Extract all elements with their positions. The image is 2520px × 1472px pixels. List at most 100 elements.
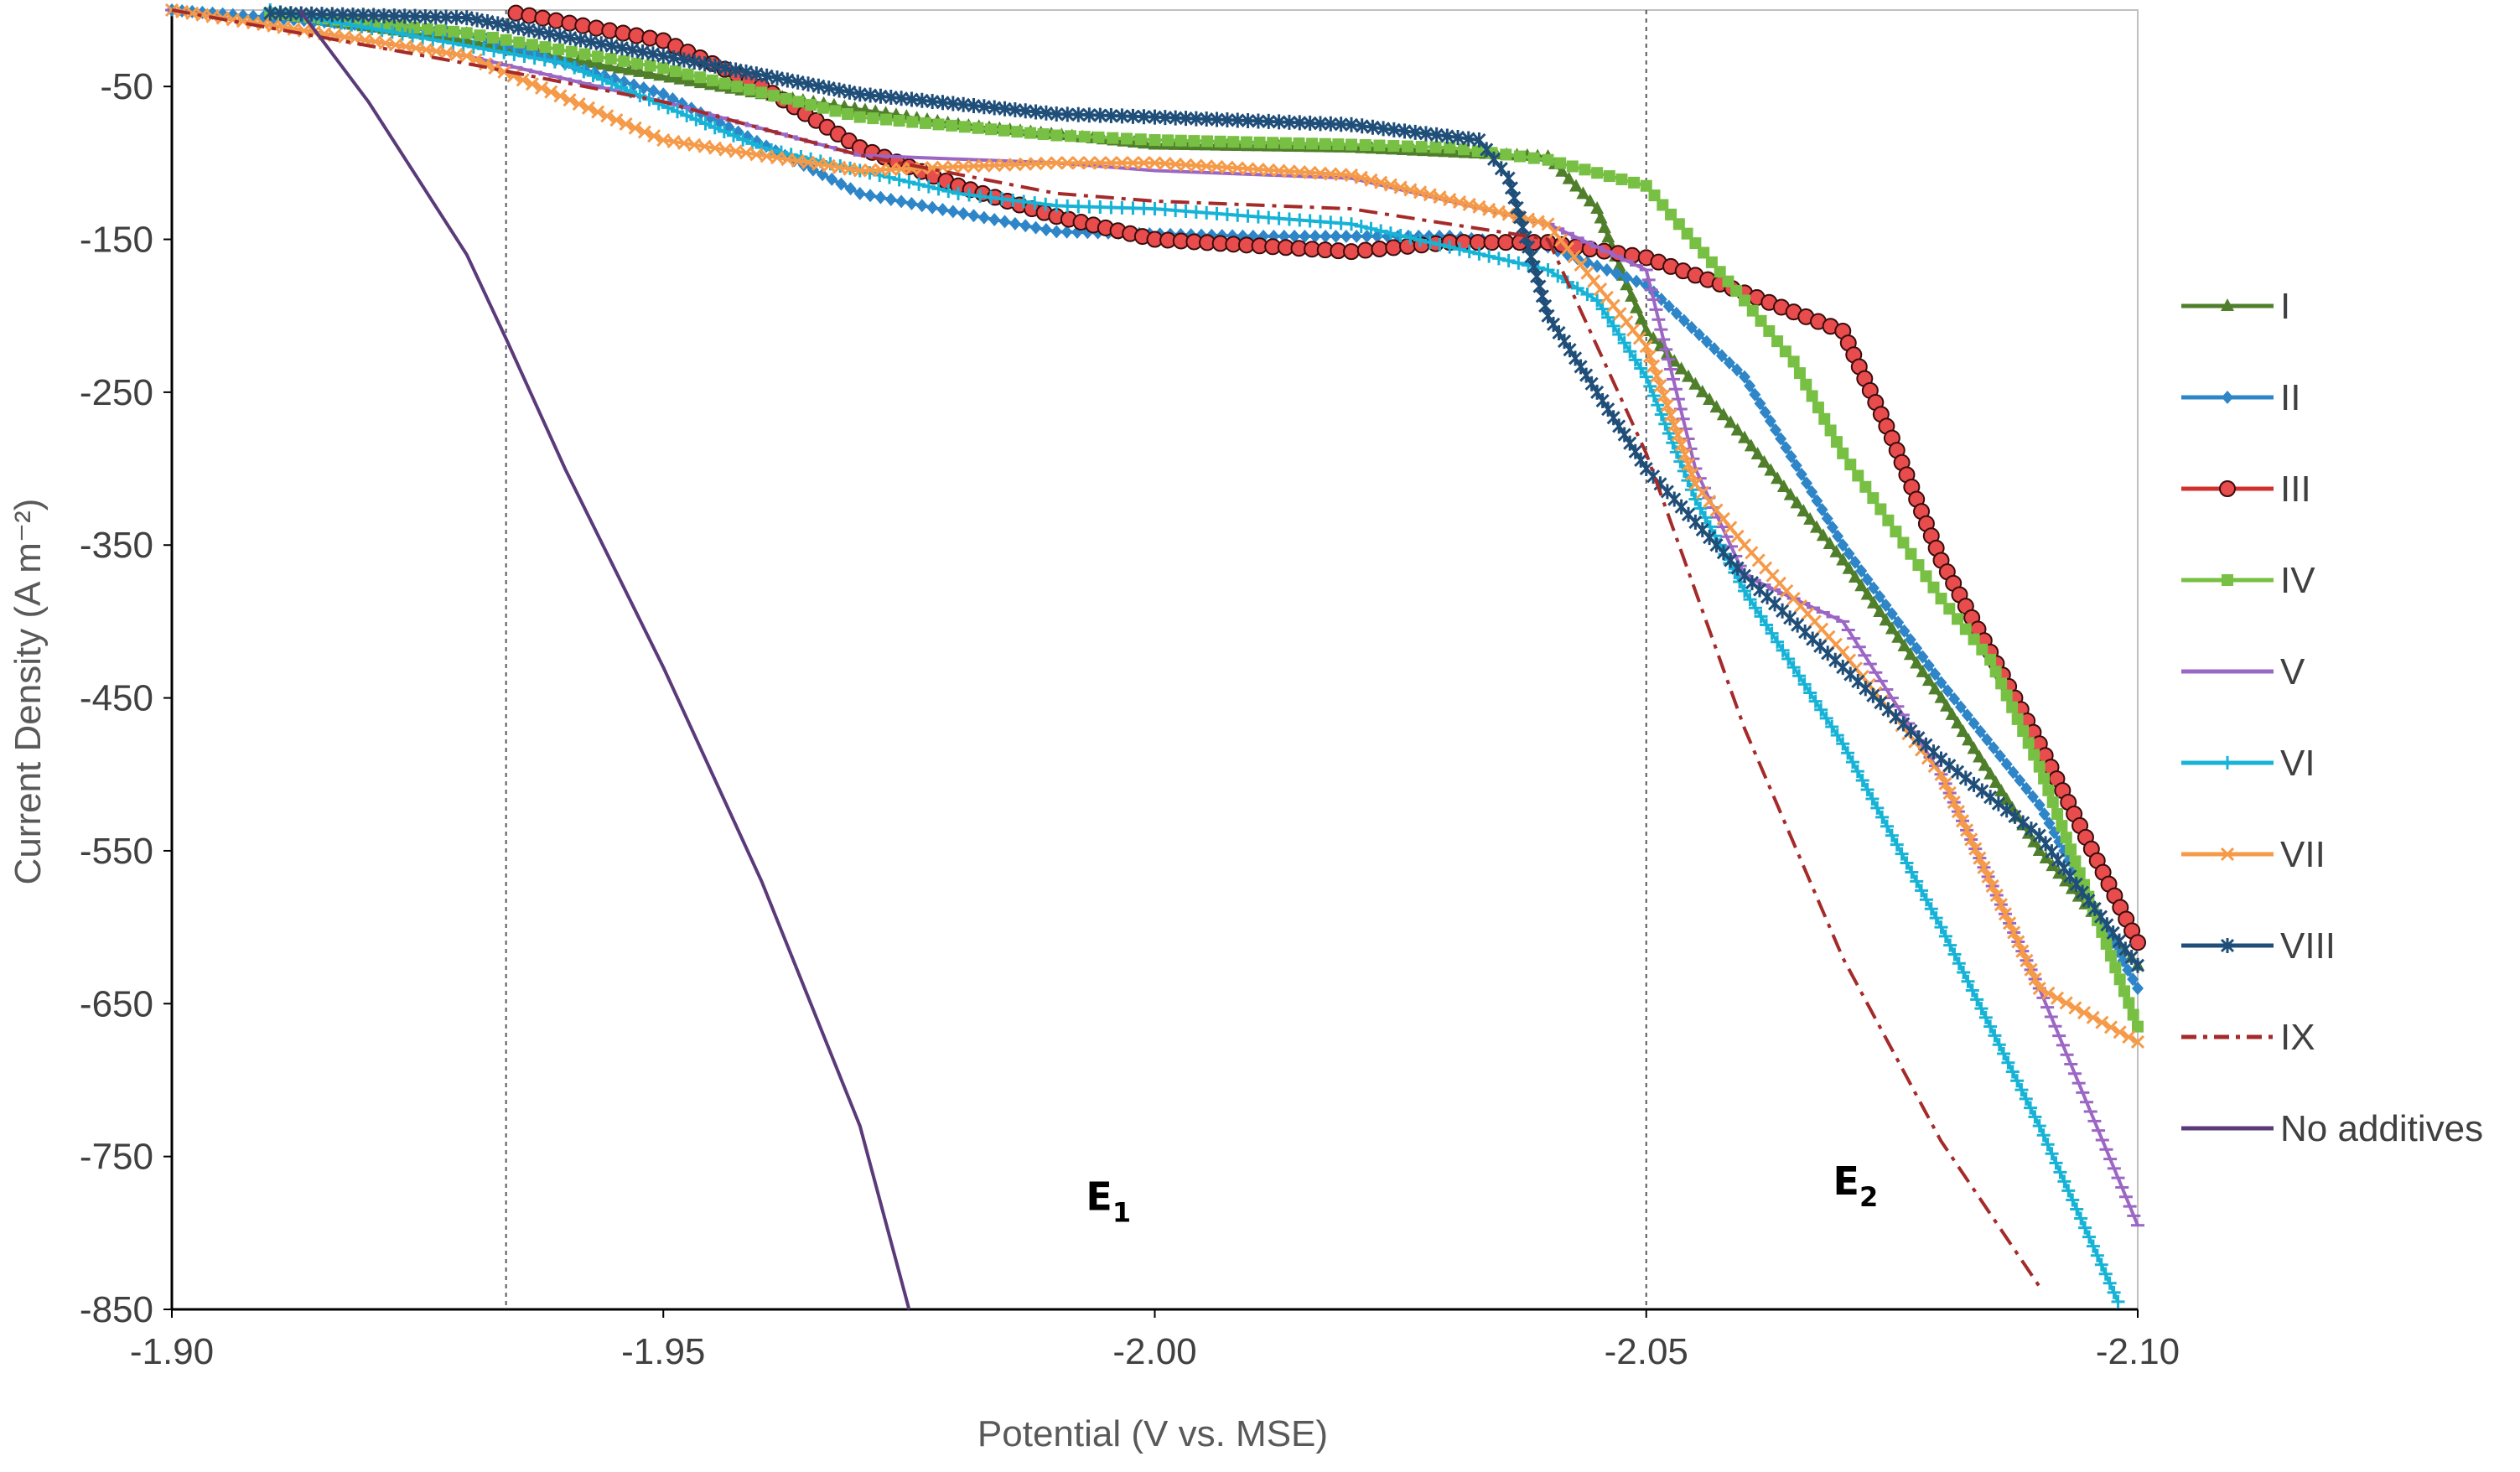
data-point	[653, 68, 667, 81]
data-point	[1359, 138, 1371, 151]
legend-item-viii: VIII	[2181, 925, 2336, 967]
data-point	[1897, 536, 1910, 549]
data-point	[874, 190, 887, 205]
data-point	[1480, 142, 1494, 158]
data-point	[1934, 690, 1948, 703]
data-point	[366, 8, 381, 23]
data-point	[760, 68, 774, 84]
data-point	[2033, 760, 2046, 773]
data-point	[563, 93, 577, 107]
series-layer	[164, 3, 2146, 1310]
data-point	[1783, 487, 1797, 500]
data-point	[612, 60, 626, 74]
data-point	[1681, 457, 1696, 471]
data-point	[1071, 156, 1086, 170]
data-point	[1693, 501, 1708, 516]
data-point	[1440, 128, 1454, 144]
data-point	[1685, 320, 1698, 334]
data-point	[1472, 132, 1486, 148]
data-point	[1832, 529, 1844, 543]
data-point	[2000, 689, 2013, 702]
data-point	[1600, 263, 1613, 277]
data-point	[456, 38, 470, 52]
data-point	[1665, 208, 1677, 220]
data-point	[1870, 801, 1885, 815]
data-point	[335, 7, 350, 23]
data-point	[1663, 408, 1678, 422]
data-point	[1974, 1002, 1989, 1016]
data-point	[195, 8, 210, 22]
data-point	[671, 105, 684, 119]
data-point	[941, 184, 956, 199]
series-line-viii	[270, 11, 2139, 967]
data-point	[544, 85, 558, 99]
data-point	[1738, 430, 1751, 443]
data-point	[2059, 996, 2073, 1010]
data-point	[1905, 547, 1917, 560]
data-point	[474, 29, 486, 42]
data-point	[1169, 110, 1183, 126]
data-point	[1703, 392, 1717, 405]
data-point	[487, 31, 500, 44]
data-point	[1065, 130, 1076, 143]
data-point	[406, 29, 420, 43]
data-point	[1482, 202, 1496, 216]
data-point	[1943, 938, 1957, 952]
data-point	[1227, 136, 1240, 148]
data-point	[1759, 405, 1771, 419]
data-point	[2049, 1156, 2063, 1170]
data-point	[946, 160, 960, 174]
data-point	[2106, 925, 2120, 941]
data-point	[625, 42, 640, 58]
data-point	[843, 84, 857, 100]
data-point	[2010, 1074, 2025, 1088]
series-iv	[264, 7, 2144, 1033]
data-point	[2075, 884, 2090, 900]
data-point	[677, 136, 691, 150]
data-point	[641, 29, 659, 47]
data-point	[1674, 438, 1688, 452]
data-point	[2006, 701, 2019, 713]
data-point	[1705, 256, 1718, 268]
data-point	[1938, 929, 1952, 943]
data-point	[449, 9, 464, 25]
data-point	[1251, 113, 1265, 129]
x-tick-label: -1.90	[130, 1331, 214, 1372]
data-point	[1272, 163, 1286, 178]
data-point	[1603, 170, 1615, 183]
data-point	[628, 27, 646, 44]
data-point	[1319, 137, 1331, 150]
data-point	[2111, 1294, 2125, 1309]
data-point	[657, 62, 670, 75]
data-point	[1628, 353, 1642, 367]
data-point	[1667, 417, 1682, 433]
data-point	[892, 173, 906, 187]
data-point	[490, 16, 505, 32]
data-point	[1241, 162, 1255, 176]
data-point	[2107, 1285, 2121, 1299]
data-point	[618, 54, 630, 67]
data-point	[1967, 776, 1981, 792]
data-point	[1891, 630, 1906, 643]
data-point	[1771, 471, 1785, 485]
data-point	[1898, 624, 1911, 638]
series-ix	[171, 8, 2041, 1288]
data-point	[1648, 189, 1661, 202]
data-point	[1915, 884, 1929, 898]
data-point	[844, 182, 857, 196]
data-point	[864, 189, 877, 203]
data-point	[439, 45, 454, 60]
data-point	[1780, 441, 1792, 455]
data-point	[1501, 207, 1516, 221]
data-point	[1584, 376, 1599, 391]
data-point	[507, 4, 525, 22]
data-point	[1497, 234, 1515, 251]
data-point	[1433, 237, 1447, 251]
data-point	[1685, 467, 1699, 481]
data-point	[573, 32, 588, 48]
data-point	[2060, 832, 2072, 844]
data-point	[416, 31, 430, 45]
data-point	[697, 139, 712, 153]
data-point	[2033, 798, 2046, 812]
